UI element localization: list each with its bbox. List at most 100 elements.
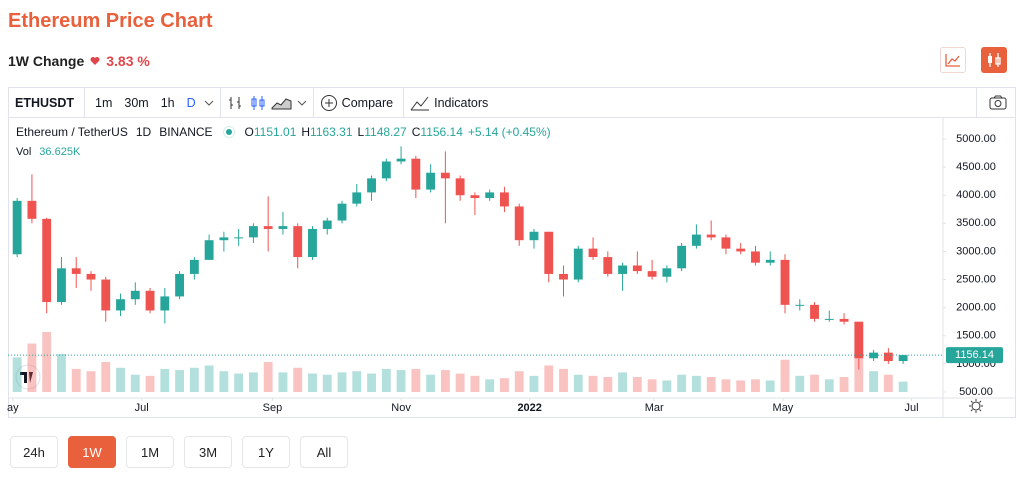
volume-bar xyxy=(618,372,628,392)
plot-area xyxy=(12,146,908,392)
range-button[interactable]: All xyxy=(300,436,348,468)
y-tick-label: 2500.00 xyxy=(956,273,996,285)
range-button[interactable]: 3M xyxy=(184,436,232,468)
x-tick-label: Jul xyxy=(135,402,149,414)
y-tick-label: 500.00 xyxy=(959,386,993,398)
series-legend: Ethereum / TetherUS 1D BINANCE O1151.01 … xyxy=(16,125,551,139)
change-label: 1W Change xyxy=(8,53,85,69)
candle-body xyxy=(810,304,819,319)
last-price-label: 1156.14 xyxy=(955,349,994,361)
candle-body xyxy=(204,240,214,260)
candle-body xyxy=(455,178,465,196)
candle-body xyxy=(248,226,258,238)
volume-bar xyxy=(824,379,834,392)
ohlc-letter: C xyxy=(411,125,421,139)
chart-frame xyxy=(8,87,1016,418)
candle-body xyxy=(308,228,317,258)
volume-bar xyxy=(71,368,81,392)
tradingview-logo xyxy=(15,364,41,390)
ohlc-value: 1151.01 xyxy=(253,125,297,139)
volume-bar xyxy=(529,375,539,392)
volume-bar xyxy=(632,377,642,392)
candle-body xyxy=(234,237,244,239)
candle-body xyxy=(352,192,362,204)
candle-body xyxy=(706,234,716,238)
volume-bar xyxy=(42,332,52,392)
candle-body xyxy=(263,226,273,229)
candle-body xyxy=(898,355,908,362)
range-button[interactable]: 1W xyxy=(68,436,116,468)
volume-bar xyxy=(440,370,450,392)
volume-bar xyxy=(381,368,391,392)
separator xyxy=(219,88,221,117)
volume-bar xyxy=(810,374,819,392)
candle-body xyxy=(500,192,509,207)
y-tick-label: 5000.00 xyxy=(956,133,996,145)
ohlc-value: 1156.14 xyxy=(420,125,463,139)
chevron[interactable] xyxy=(202,98,216,108)
candle-body xyxy=(765,259,775,263)
candle-body xyxy=(278,226,288,229)
symbol[interactable]: ETHUSDT xyxy=(15,95,75,110)
volume-bar xyxy=(514,371,524,392)
x-tick-label: Jul xyxy=(905,402,919,414)
indicators-icon[interactable] xyxy=(408,93,432,113)
range-button[interactable]: 1Y xyxy=(242,436,290,468)
bars-icon[interactable] xyxy=(225,94,247,112)
area-icon[interactable] xyxy=(269,94,295,112)
volume-bar xyxy=(573,374,583,392)
candle-body xyxy=(396,158,406,162)
interval[interactable]: 1m xyxy=(95,95,113,110)
range-button[interactable]: 1M xyxy=(126,436,174,468)
ohlc-letter: L xyxy=(357,125,365,139)
candle-body xyxy=(751,251,760,263)
volume-bar xyxy=(721,379,731,392)
candle-body xyxy=(130,290,140,300)
x-tick-label: ay xyxy=(7,402,19,414)
volume-bar xyxy=(248,372,258,392)
separator xyxy=(976,88,977,117)
candle-body xyxy=(883,352,893,362)
candle-body xyxy=(12,200,22,255)
x-tick-label: May xyxy=(773,402,794,414)
compare-button[interactable]: Compare xyxy=(341,95,394,110)
volume-bar xyxy=(706,377,716,392)
volume-bar xyxy=(396,370,406,392)
settings-icon[interactable] xyxy=(969,399,983,413)
volume-bar xyxy=(883,374,893,392)
volume-bar xyxy=(263,362,273,392)
candle-body xyxy=(573,248,583,280)
volume-bar xyxy=(219,371,229,392)
x-tick-label: Nov xyxy=(391,402,411,414)
range-button[interactable]: 24h xyxy=(10,436,58,468)
candles-icon[interactable] xyxy=(247,94,269,112)
volume-bar xyxy=(751,379,760,392)
volume-bar xyxy=(175,370,185,392)
volume-bar xyxy=(116,367,125,392)
compare-icon[interactable] xyxy=(318,93,340,113)
volume-bar xyxy=(352,371,362,392)
interval[interactable]: D xyxy=(186,95,196,110)
candle-body xyxy=(736,248,746,252)
chevron[interactable] xyxy=(295,98,309,108)
volume-bar xyxy=(691,375,701,392)
candle-body xyxy=(337,203,347,221)
line-chart-button[interactable] xyxy=(940,47,966,73)
volume-bar xyxy=(278,372,288,392)
interval[interactable]: 30m xyxy=(124,95,149,110)
candle-body xyxy=(440,172,450,179)
volume-bar xyxy=(57,353,66,392)
candle-body xyxy=(145,290,155,311)
volume-bar xyxy=(647,379,657,392)
candle-chart-button[interactable] xyxy=(981,47,1007,73)
volume-bar xyxy=(293,367,303,392)
candle-body xyxy=(322,220,332,229)
interval[interactable]: 1h xyxy=(160,95,175,110)
volume-bar xyxy=(145,375,155,392)
volume-bar xyxy=(322,374,332,392)
screenshot-icon[interactable] xyxy=(981,93,1015,113)
candle-body xyxy=(559,273,568,280)
indicators-button[interactable]: Indicators xyxy=(434,95,489,110)
candle-body xyxy=(780,259,790,305)
